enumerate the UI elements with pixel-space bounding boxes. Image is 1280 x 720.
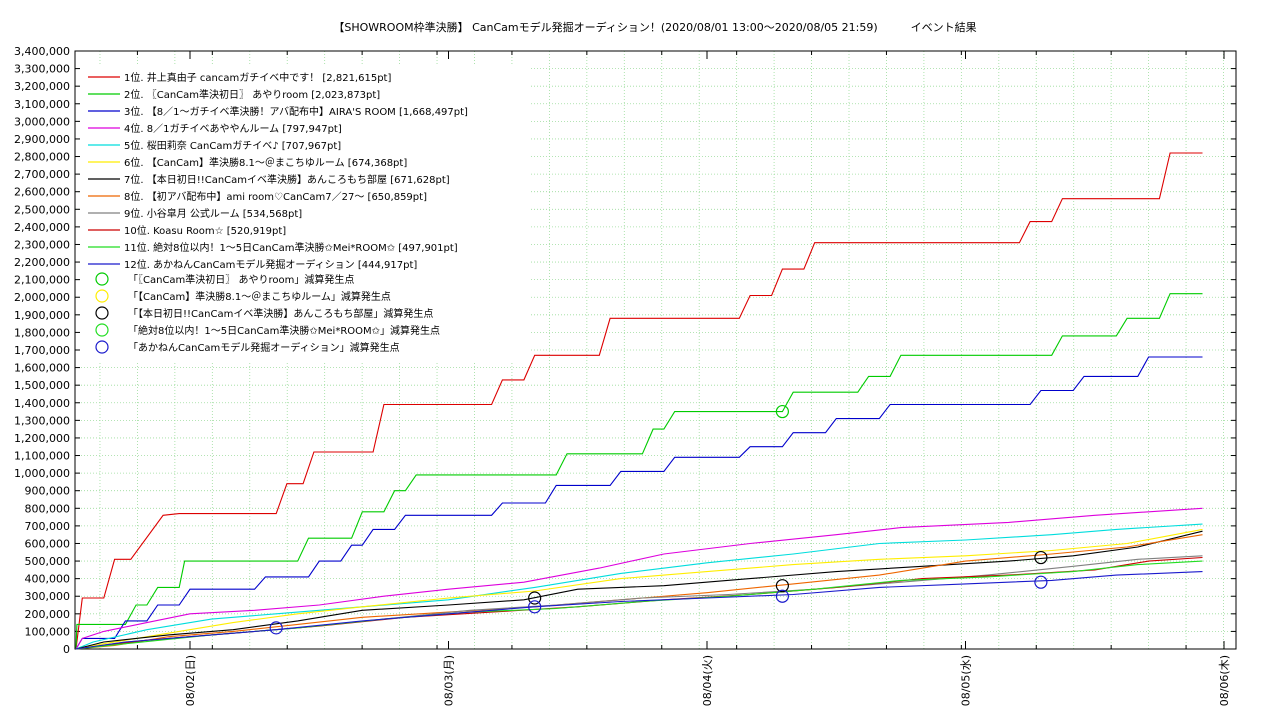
- marker-point: [775, 404, 789, 419]
- legend-marker: [95, 323, 109, 337]
- y-tick-label: 2,000,000: [14, 291, 70, 304]
- y-tick-label: 2,200,000: [14, 256, 70, 269]
- y-tick-label: 1,900,000: [14, 309, 70, 322]
- legend-box: [80, 66, 530, 362]
- x-tick-label: 08/02(日): [184, 655, 197, 706]
- y-tick-label: 1,800,000: [14, 326, 70, 339]
- legend-marker-label: 「あかねんCanCamモデル発掘オーディション」減算発生点: [128, 341, 400, 354]
- y-tick-label: 2,300,000: [14, 238, 70, 251]
- legend-label: 8位. 【初アバ配布中】ami room♡CanCam7／27～ [650,85…: [124, 190, 427, 203]
- legend-label: 7位. 【本日初日!!CanCamイベ準決勝】あんころもち部屋 [671,628…: [124, 173, 450, 186]
- y-tick-label: 400,000: [25, 573, 71, 586]
- y-tick-label: 700,000: [25, 520, 71, 533]
- legend-marker-label: 「〖CanCam準決初日〗 あやりroom」減算発生点: [128, 273, 354, 286]
- marker-point: [1034, 550, 1048, 565]
- y-tick-label: 2,900,000: [14, 133, 70, 146]
- legend-marker-label: 「【本日初日!!CanCamイベ準決勝】あんころもち部屋」減算発生点: [128, 307, 433, 320]
- legend-label: 12位. あかねんCanCamモデル発掘オーディション [444,917pt]: [124, 258, 417, 271]
- marker-point: [528, 600, 542, 614]
- legend-label: 10位. Koasu Room☆ [520,919pt]: [124, 224, 286, 237]
- y-tick-label: 800,000: [25, 502, 71, 515]
- plot-frame: [74, 50, 1237, 650]
- x-tick-label: 08/06(木): [1218, 655, 1231, 706]
- series-line-6: [75, 528, 1203, 650]
- legend-marker: [95, 289, 109, 303]
- legend-label: 2位. 〖CanCam準決初日〗 あやりroom [2,023,873pt]: [124, 88, 380, 101]
- legend-marker: [95, 306, 109, 320]
- marker-point: [269, 621, 283, 635]
- series-line-12: [75, 571, 1203, 650]
- series-line-3: [75, 356, 1203, 650]
- y-tick-label: 2,700,000: [14, 168, 70, 181]
- series-line-5: [75, 523, 1203, 650]
- y-tick-label: 3,300,000: [14, 63, 70, 76]
- series-line-9: [75, 555, 1203, 650]
- series-line-4: [75, 507, 1203, 650]
- legend-marker: [95, 272, 109, 286]
- legend-marker: [95, 340, 109, 354]
- y-tick-label: 3,100,000: [14, 98, 70, 111]
- y-tick-label: 2,800,000: [14, 151, 70, 164]
- axis-layer: 0 100,000 200,000 300,000 400,000 500,000 600,…: [14, 45, 1237, 706]
- y-tick-label: 3,000,000: [14, 115, 70, 128]
- chart-title: 【SHOWROOM枠準決勝】 CanCamモデル発掘オーディション！(2020/…: [333, 21, 977, 34]
- y-tick-label: 2,100,000: [14, 274, 70, 287]
- marker-point: [528, 591, 542, 605]
- y-tick-label: 100,000: [25, 625, 71, 638]
- x-tick-label: 08/03(月): [443, 655, 456, 706]
- series-line-1: [75, 152, 1203, 650]
- series-line-11: [75, 560, 1203, 650]
- legend-label: 9位. 小谷皐月 公式ルーム [534,568pt]: [124, 207, 302, 220]
- y-tick-label: 3,200,000: [14, 80, 70, 93]
- y-tick-label: 1,400,000: [14, 397, 70, 410]
- marker-point: [775, 589, 789, 603]
- y-tick-label: 900,000: [25, 485, 71, 498]
- y-tick-label: 1,500,000: [14, 379, 70, 392]
- y-tick-label: 1,600,000: [14, 362, 70, 375]
- y-tick-label: 1,100,000: [14, 450, 70, 463]
- marker-point: [1034, 575, 1048, 589]
- marker-layer: [269, 404, 1048, 635]
- x-tick-label: 08/04(火): [701, 655, 714, 706]
- y-tick-label: 2,400,000: [14, 221, 70, 234]
- y-tick-label: 200,000: [25, 608, 71, 621]
- y-tick-label: 1,200,000: [14, 432, 70, 445]
- marker-point: [775, 579, 789, 593]
- legend-label: 1位. 井上真由子 cancamガチイベ中です！ [2,821,615pt]: [124, 71, 391, 84]
- x-tick-label: 08/05(水): [960, 655, 973, 706]
- legend-layer: 1位. 井上真由子 cancamガチイベ中です！ [2,821,615pt] 2位…: [80, 66, 530, 362]
- legend-label: 5位. 桜田莉奈 CanCamガチイベ♪ [707,967pt]: [124, 139, 341, 152]
- legend-label: 3位. 【8／1～ガチイベ準決勝！アバ配布中】AIRA'S ROOM [1,66…: [124, 105, 468, 118]
- legend-label: 6位. 【CanCam】準決勝8.1～＠まこちゆルーム [674,368pt]: [124, 156, 407, 169]
- legend-marker-label: 「【CanCam】準決勝8.1～＠まこちゆルーム」減算発生点: [128, 290, 391, 303]
- series-layer: [75, 152, 1203, 650]
- y-tick-label: 0: [63, 643, 70, 656]
- y-tick-label: 3,400,000: [14, 45, 70, 58]
- series-line-7: [75, 530, 1203, 650]
- y-tick-label: 500,000: [25, 555, 71, 568]
- legend-marker-label: 「絶対8位以内！1～5日CanCam準決勝✩Mei*ROOM✩」減算発生点: [128, 324, 440, 337]
- y-tick-label: 1,000,000: [14, 467, 70, 480]
- y-tick-label: 300,000: [25, 590, 71, 603]
- y-tick-label: 1,700,000: [14, 344, 70, 357]
- y-tick-label: 1,300,000: [14, 414, 70, 427]
- legend-label: 4位. 8／1ガチイベあややんルーム [797,947pt]: [124, 122, 342, 135]
- legend-label: 11位. 絶対8位以内！1～5日CanCam準決勝✩Mei*ROOM✩ [497…: [124, 241, 458, 254]
- y-tick-label: 2,600,000: [14, 186, 70, 199]
- y-tick-label: 600,000: [25, 537, 71, 550]
- y-tick-label: 2,500,000: [14, 203, 70, 216]
- series-line-2: [75, 293, 1203, 650]
